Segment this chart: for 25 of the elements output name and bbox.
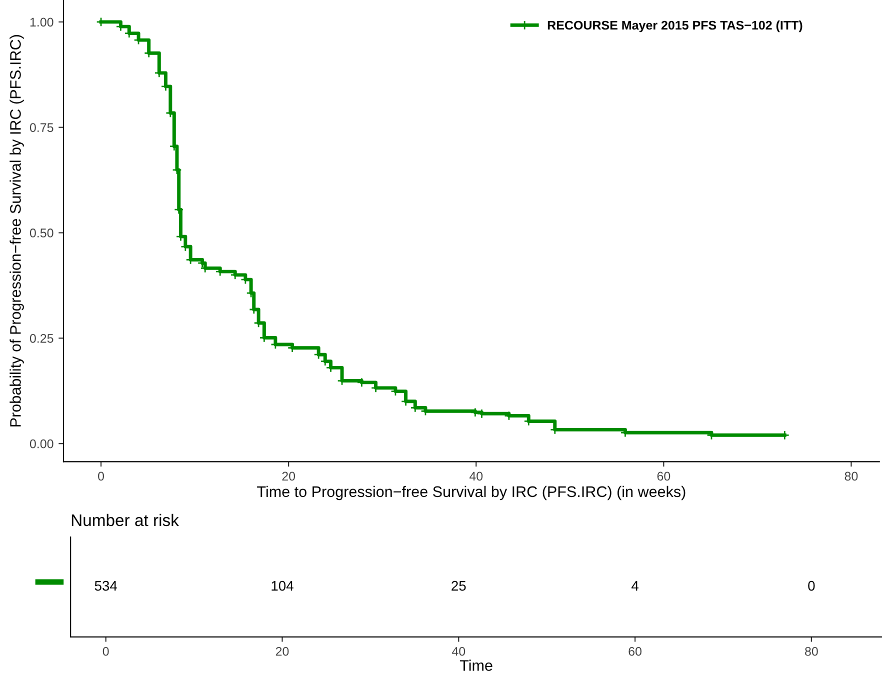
x-axis-title: Time to Progression−free Survival by IRC (PFS.IRC) (in weeks) [257,486,686,500]
y-tick-label: 0.50 [30,228,54,238]
data-label: 4 [631,581,638,591]
y-tick-label: 0.75 [30,123,54,132]
chart-title: Number at risk [72,514,179,526]
x-tick-label: 40 [452,646,466,656]
y-tick-label: 0.25 [30,334,54,343]
data-label: 25 [452,580,466,591]
data-label: 534 [94,580,118,591]
x-tick-label: 20 [282,472,296,481]
x-tick-label: 80 [844,472,858,481]
data-label: 104 [272,580,294,591]
x-tick-label: 20 [276,646,289,656]
x-tick-label: 60 [657,472,670,481]
x-axis-title: Time [460,660,492,671]
x-tick-label: 60 [628,646,642,656]
x-tick-label: 80 [805,646,818,656]
legend-label: RECOURSE Mayer 2015 PFS TAS−102 (ITT) [548,20,802,32]
y-tick-label: 0.00 [30,439,54,448]
x-tick-label: 40 [469,472,483,481]
data-label: 0 [808,580,815,591]
x-tick-label: 0 [102,646,109,656]
y-axis-title: Probability of Progression−free Survival by IRC (PFS.IRC) [10,35,24,426]
y-tick-label: 1.00 [30,18,54,27]
x-tick-label: 0 [98,472,104,481]
